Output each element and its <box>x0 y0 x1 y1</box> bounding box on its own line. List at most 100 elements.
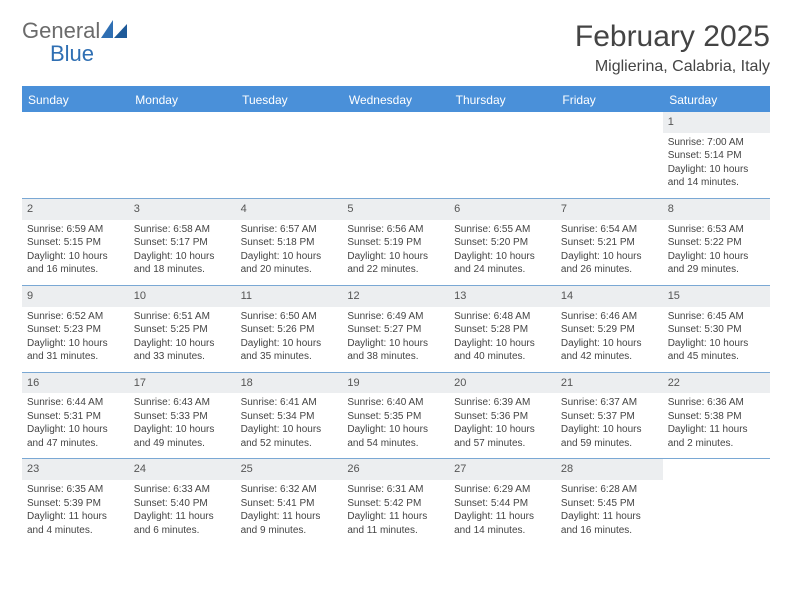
daylight-text: Daylight: 11 hours and 9 minutes. <box>241 510 338 537</box>
logo: General Blue <box>22 20 127 66</box>
calendar-day-cell: 20Sunrise: 6:39 AMSunset: 5:36 PMDayligh… <box>449 372 556 459</box>
calendar-day-cell <box>556 112 663 198</box>
day-number: 6 <box>449 199 556 220</box>
calendar-header-row: Sunday Monday Tuesday Wednesday Thursday… <box>22 87 770 112</box>
sunrise-text: Sunrise: 6:51 AM <box>134 310 231 324</box>
sunset-text: Sunset: 5:21 PM <box>561 236 658 250</box>
sunrise-text: Sunrise: 6:56 AM <box>347 223 444 237</box>
calendar-week-row: 2Sunrise: 6:59 AMSunset: 5:15 PMDaylight… <box>22 198 770 285</box>
day-number: 4 <box>236 199 343 220</box>
day-number: 17 <box>129 373 236 394</box>
calendar-day-cell <box>236 112 343 198</box>
daylight-text: Daylight: 10 hours and 16 minutes. <box>27 250 124 277</box>
daylight-text: Daylight: 11 hours and 14 minutes. <box>454 510 551 537</box>
sunset-text: Sunset: 5:15 PM <box>27 236 124 250</box>
day-number: 10 <box>129 286 236 307</box>
sunrise-text: Sunrise: 6:40 AM <box>347 396 444 410</box>
daylight-text: Daylight: 10 hours and 29 minutes. <box>668 250 765 277</box>
day-number: 26 <box>342 459 449 480</box>
calendar-day-cell: 22 Sunrise: 6:36 AMSunset: 5:38 PMDayligh… <box>663 372 770 459</box>
sunrise-text: Sunrise: 6:55 AM <box>454 223 551 237</box>
calendar-day-cell: 13Sunrise: 6:48 AMSunset: 5:28 PMDayligh… <box>449 285 556 372</box>
sunset-text: Sunset: 5:28 PM <box>454 323 551 337</box>
calendar-day-cell: 10 Sunrise: 6:51 AMSunset: 5:25 PMDayligh… <box>129 285 236 372</box>
daylight-text: Daylight: 10 hours and 18 minutes. <box>134 250 231 277</box>
day-number: 21 <box>556 373 663 394</box>
calendar-day-cell: 26Sunrise: 6:31 AMSunset: 5:42 PMDayligh… <box>342 459 449 545</box>
day-number: 22 <box>663 373 770 394</box>
calendar-day-cell: 8Sunrise: 6:53 AMSunset: 5:22 PMDaylight… <box>663 198 770 285</box>
sunrise-text: Sunrise: 6:31 AM <box>347 483 444 497</box>
calendar-day-cell: 9Sunrise: 6:52 AMSunset: 5:23 PMDaylight… <box>22 285 129 372</box>
calendar-day-cell <box>22 112 129 198</box>
calendar-day-cell: 25Sunrise: 6:32 AMSunset: 5:41 PMDayligh… <box>236 459 343 545</box>
day-number: 24 <box>129 459 236 480</box>
sunrise-text: Sunrise: 6:45 AM <box>668 310 765 324</box>
calendar-day-cell: 7 Sunrise: 6:54 AMSunset: 5:21 PMDaylight… <box>556 198 663 285</box>
calendar-day-cell: 1Sunrise: 7:00 AMSunset: 5:14 PMDaylight… <box>663 112 770 198</box>
weekday-header: Sunday <box>22 87 129 112</box>
calendar-day-cell: 15 Sunrise: 6:45 AMSunset: 5:30 PMDayligh… <box>663 285 770 372</box>
calendar-day-cell: 24Sunrise: 6:33 AMSunset: 5:40 PMDayligh… <box>129 459 236 545</box>
calendar-day-cell: 17Sunrise: 6:43 AMSunset: 5:33 PMDayligh… <box>129 372 236 459</box>
sunset-text: Sunset: 5:38 PM <box>668 410 765 424</box>
sunrise-text: Sunrise: 6:54 AM <box>561 223 658 237</box>
sunrise-text: Sunrise: 6:44 AM <box>27 396 124 410</box>
sunrise-text: Sunrise: 6:28 AM <box>561 483 658 497</box>
daylight-text: Daylight: 10 hours and 47 minutes. <box>27 423 124 450</box>
sunset-text: Sunset: 5:22 PM <box>668 236 765 250</box>
sunset-text: Sunset: 5:30 PM <box>668 323 765 337</box>
sunset-text: Sunset: 5:27 PM <box>347 323 444 337</box>
daylight-text: Daylight: 10 hours and 42 minutes. <box>561 337 658 364</box>
calendar-day-cell: 16Sunrise: 6:44 AMSunset: 5:31 PMDayligh… <box>22 372 129 459</box>
day-number: 11 <box>236 286 343 307</box>
sunrise-text: Sunrise: 6:43 AM <box>134 396 231 410</box>
sunrise-text: Sunrise: 6:46 AM <box>561 310 658 324</box>
daylight-text: Daylight: 10 hours and 40 minutes. <box>454 337 551 364</box>
sunset-text: Sunset: 5:44 PM <box>454 497 551 511</box>
daylight-text: Daylight: 10 hours and 45 minutes. <box>668 337 765 364</box>
sunset-text: Sunset: 5:42 PM <box>347 497 444 511</box>
sunrise-text: Sunrise: 6:50 AM <box>241 310 338 324</box>
weekday-header: Monday <box>129 87 236 112</box>
sunrise-text: Sunrise: 6:59 AM <box>27 223 124 237</box>
daylight-text: Daylight: 10 hours and 33 minutes. <box>134 337 231 364</box>
location: Miglierina, Calabria, Italy <box>575 58 770 76</box>
sunrise-text: Sunrise: 6:49 AM <box>347 310 444 324</box>
sunrise-text: Sunrise: 6:41 AM <box>241 396 338 410</box>
calendar-day-cell: 6Sunrise: 6:55 AMSunset: 5:20 PMDaylight… <box>449 198 556 285</box>
day-number: 3 <box>129 199 236 220</box>
weekday-header: Friday <box>556 87 663 112</box>
daylight-text: Daylight: 10 hours and 22 minutes. <box>347 250 444 277</box>
daylight-text: Daylight: 10 hours and 59 minutes. <box>561 423 658 450</box>
sunset-text: Sunset: 5:36 PM <box>454 410 551 424</box>
daylight-text: Daylight: 11 hours and 6 minutes. <box>134 510 231 537</box>
day-number: 7 <box>556 199 663 220</box>
day-number: 9 <box>22 286 129 307</box>
weekday-header: Saturday <box>663 87 770 112</box>
daylight-text: Daylight: 11 hours and 2 minutes. <box>668 423 765 450</box>
sunset-text: Sunset: 5:34 PM <box>241 410 338 424</box>
day-number: 16 <box>22 373 129 394</box>
sunrise-text: Sunrise: 6:35 AM <box>27 483 124 497</box>
sunrise-text: Sunrise: 6:52 AM <box>27 310 124 324</box>
calendar-week-row: 23Sunrise: 6:35 AMSunset: 5:39 PMDayligh… <box>22 459 770 545</box>
daylight-text: Daylight: 10 hours and 57 minutes. <box>454 423 551 450</box>
calendar-day-cell <box>129 112 236 198</box>
sunrise-text: Sunrise: 6:32 AM <box>241 483 338 497</box>
title-block: February 2025 Miglierina, Calabria, Ital… <box>575 20 770 76</box>
sunset-text: Sunset: 5:41 PM <box>241 497 338 511</box>
calendar-day-cell <box>449 112 556 198</box>
daylight-text: Daylight: 10 hours and 26 minutes. <box>561 250 658 277</box>
weekday-header: Thursday <box>449 87 556 112</box>
sunset-text: Sunset: 5:25 PM <box>134 323 231 337</box>
daylight-text: Daylight: 10 hours and 54 minutes. <box>347 423 444 450</box>
sunrise-text: Sunrise: 6:36 AM <box>668 396 765 410</box>
sunset-text: Sunset: 5:37 PM <box>561 410 658 424</box>
page-header: General Blue February 2025 Miglierina, C… <box>22 20 770 76</box>
day-number: 15 <box>663 286 770 307</box>
calendar-day-cell: 3Sunrise: 6:58 AMSunset: 5:17 PMDaylight… <box>129 198 236 285</box>
calendar-day-cell: 19Sunrise: 6:40 AMSunset: 5:35 PMDayligh… <box>342 372 449 459</box>
calendar-day-cell: 4Sunrise: 6:57 AMSunset: 5:18 PMDaylight… <box>236 198 343 285</box>
day-number: 1 <box>663 112 770 133</box>
